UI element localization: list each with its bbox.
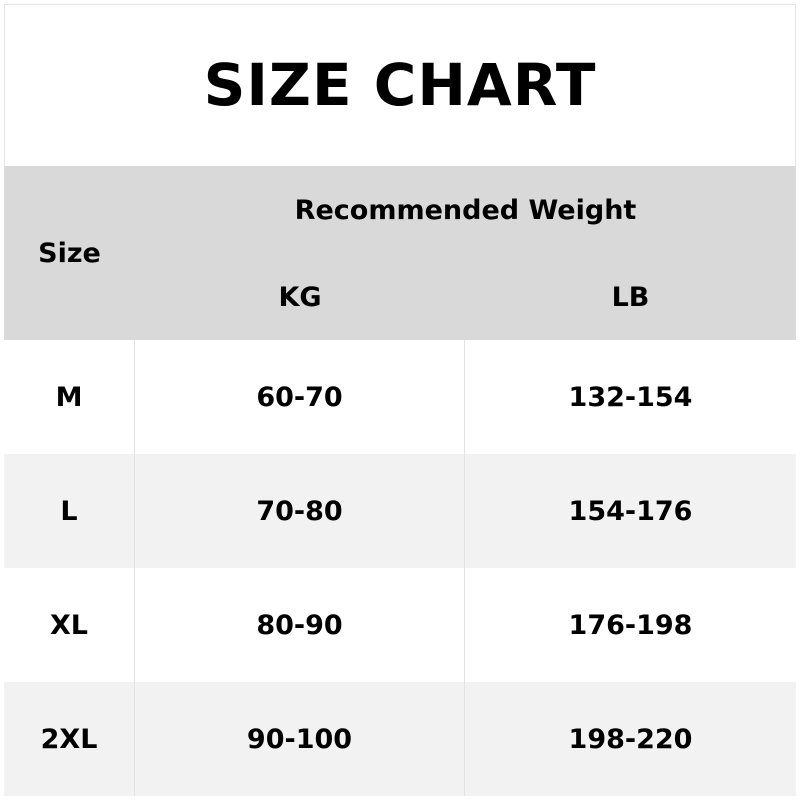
cell-lb: 198-220 (568, 723, 693, 755)
cell-lb: 154-176 (568, 495, 693, 527)
header-recommended-weight: Recommended Weight (294, 194, 637, 226)
header-lb: LB (611, 281, 650, 313)
table-row: M 60-70 132-154 (4, 340, 796, 454)
cell-size: L (4, 454, 135, 568)
cell-lb: 132-154 (568, 381, 693, 413)
page-title: SIZE CHART (203, 51, 597, 119)
cell-kg: 80-90 (135, 568, 465, 682)
table-row: XL 80-90 176-198 (4, 568, 796, 682)
cell-size: M (4, 340, 135, 454)
cell-kg: 60-70 (135, 340, 465, 454)
table-row: L 70-80 154-176 (4, 454, 796, 568)
cell-size: XL (4, 568, 135, 682)
cell-lb: 176-198 (568, 609, 693, 641)
header-kg: KG (278, 281, 322, 313)
header-size: Size (38, 237, 101, 269)
cell-kg: 90-100 (135, 682, 465, 796)
cell-kg: 70-80 (135, 454, 465, 568)
table-row: 2XL 90-100 198-220 (4, 682, 796, 796)
table-header: Size Recommended Weight KG LB (4, 166, 796, 340)
cell-size: 2XL (4, 682, 135, 796)
